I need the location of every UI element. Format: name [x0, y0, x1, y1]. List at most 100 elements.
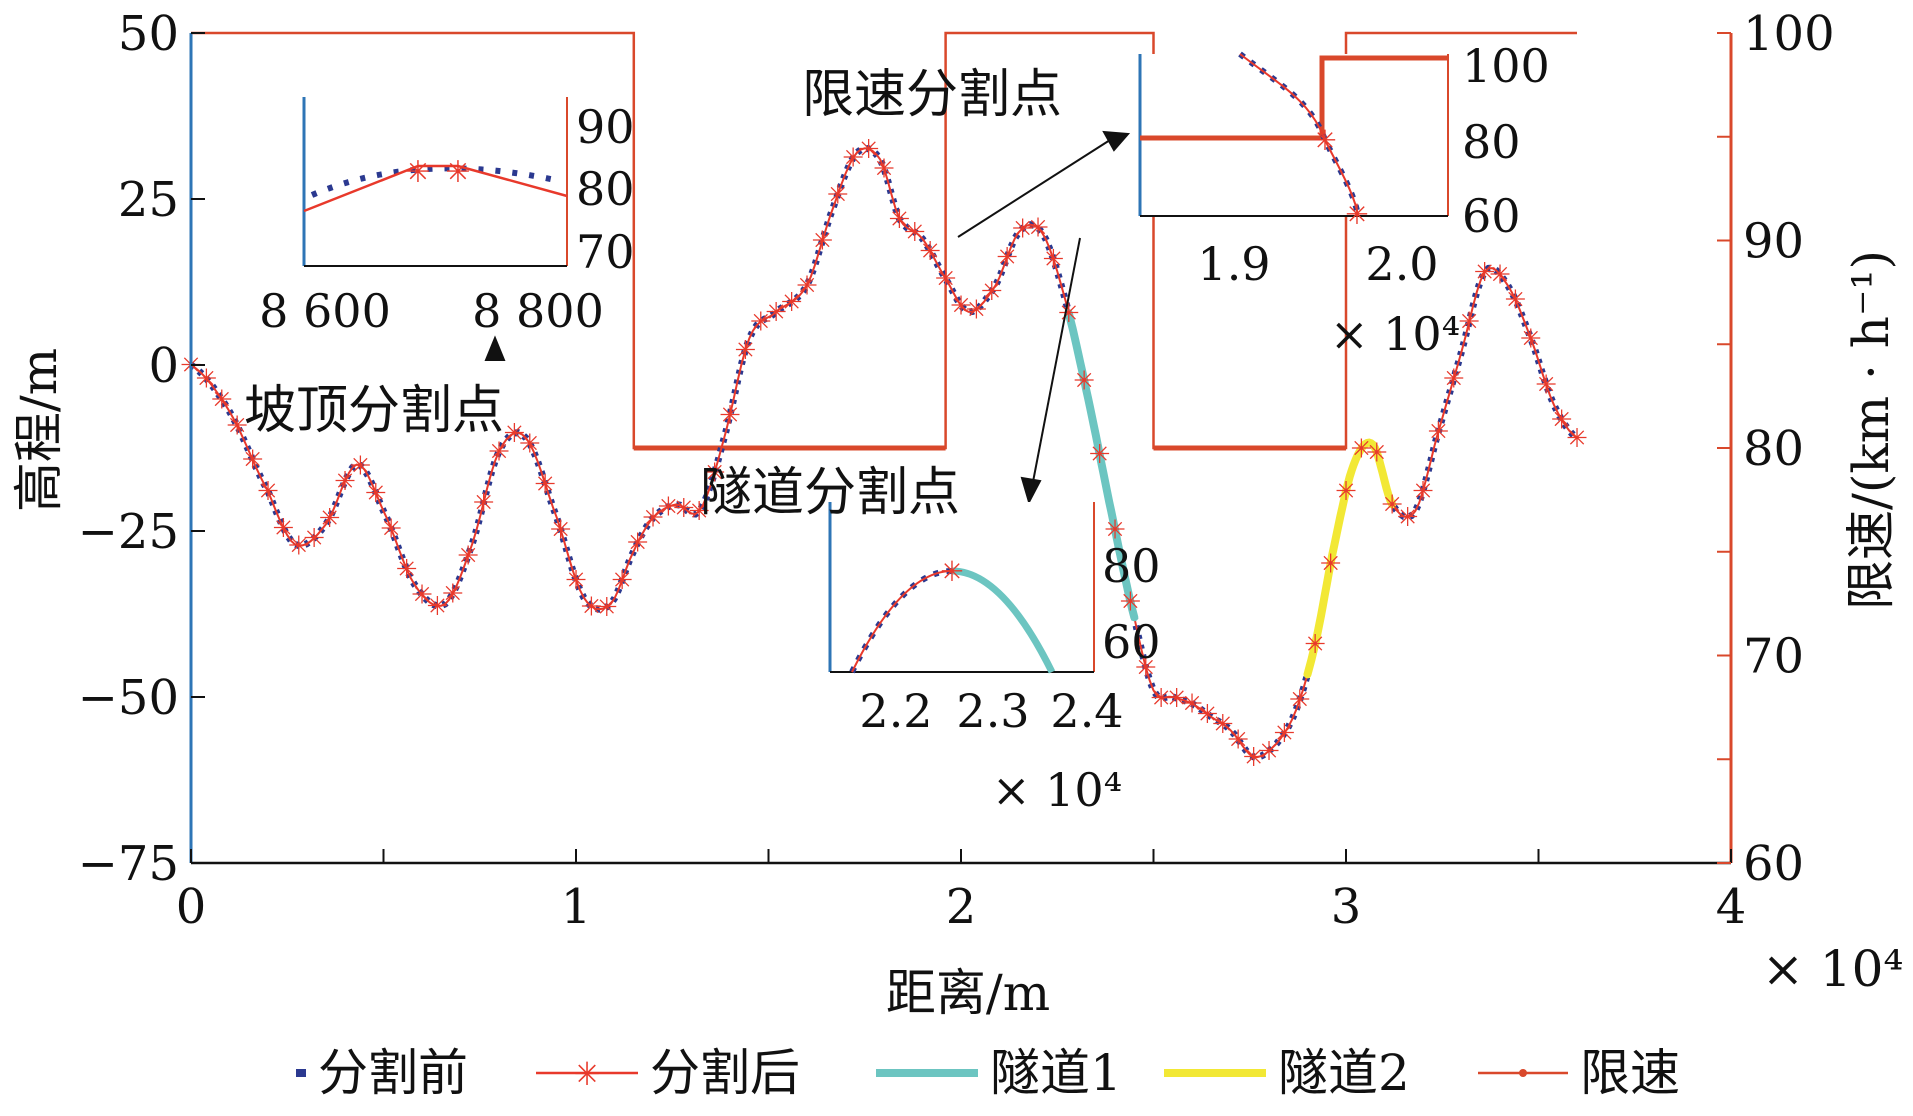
x-axis-multiplier: × 10⁴ [1762, 940, 1903, 998]
series-after-marker: ✳ [350, 451, 372, 481]
y-left-axis-label: 高程/m [10, 348, 68, 512]
annotation-arrows [484, 130, 1131, 505]
series-after-marker: ✳ [1058, 299, 1080, 329]
tunnel-arrow-line [1031, 237, 1081, 488]
series-after-marker: ✳ [473, 489, 495, 519]
series-after-marker: ✳ [457, 541, 479, 571]
series-after-marker: ✳ [1274, 719, 1296, 749]
x-tick-label: 2 [946, 879, 977, 935]
summit-inset: ✳ ✳ 8 600 8 800 90 80 70 [259, 97, 635, 338]
series-after-marker: ✳ [1366, 438, 1388, 468]
series-after-marker: ✳ [1012, 214, 1034, 244]
series-after-marker: ✳ [1351, 435, 1373, 465]
series-after-marker: ✳ [704, 459, 726, 489]
series-after-marker: ✳ [303, 524, 325, 554]
tunnel-inset-background [830, 502, 1094, 672]
series-after-marker: ✳ [611, 566, 633, 596]
legend-swatch-after-star: ✳ [574, 1055, 601, 1093]
series-after-marker: ✳ [1458, 308, 1480, 338]
series-after-marker: ✳ [827, 181, 849, 211]
summit-inset-star-2: ✳ [445, 155, 470, 190]
series-after-marker: ✳ [488, 437, 510, 467]
series-after-marker: ✳ [365, 479, 387, 509]
series-after-marker: ✳ [1551, 406, 1573, 436]
legend-item-tunnel1: 隧道1 [876, 1044, 1122, 1102]
series-after-marker: ✳ [1535, 371, 1557, 401]
speed-annotation: 限速分割点 [802, 65, 1062, 125]
series-after-marker: ✳ [596, 593, 618, 623]
series-after-marker: ✳ [1197, 700, 1219, 730]
summit-inset-dotted-curve [310, 165, 561, 198]
x-tick-label: 0 [176, 879, 207, 935]
series-after-marker: ✳ [334, 467, 356, 497]
series-after-marker: ✳ [950, 292, 972, 322]
legend-label-tunnel1: 隧道1 [990, 1044, 1122, 1102]
series-after-marker: ✳ [904, 218, 926, 248]
series-after-marker: ✳ [550, 516, 572, 546]
y-left-tick-label: −25 [78, 504, 179, 560]
summit-inset-x-tick-2: 8 800 [472, 284, 604, 338]
series-after-marker: ✳ [1212, 710, 1234, 740]
series-after-marker: ✳ [1073, 366, 1095, 396]
x-tick-label: 3 [1331, 879, 1362, 935]
series-after-marker: ✳ [581, 592, 603, 622]
series-after-marker: ✳ [273, 514, 295, 544]
speed-inset: ✳ ✳ 1.9 2.0 × 10⁴ 100 80 60 [1138, 39, 1550, 361]
series-after-marker: ✳ [380, 515, 402, 545]
series-after-marker: ✳ [812, 227, 834, 257]
speed-inset-star-2: ✳ [1345, 198, 1368, 231]
series-after-marker: ✳ [319, 504, 341, 534]
speed-inset-y-tick-2: 80 [1462, 115, 1521, 169]
series-after-marker: ✳ [1043, 245, 1065, 275]
series-after-marker: ✳ [1243, 743, 1265, 773]
x-tick-label: 4 [1716, 879, 1747, 935]
series-after-marker: ✳ [1181, 690, 1203, 720]
tunnel-inset-cyan-curve [951, 567, 1056, 674]
y-right-tick-label: 100 [1743, 6, 1835, 62]
tunnel-inset-x-tick-3: 2.4 [1050, 684, 1123, 738]
series-after-marker: ✳ [1120, 588, 1142, 618]
series-after-marker: ✳ [765, 298, 787, 328]
legend-item-after: ✳ 分割后 [536, 1044, 800, 1102]
series-after-marker: ✳ [719, 401, 741, 431]
series-after-marker: ✳ [1566, 424, 1588, 454]
speed-inset-background [1140, 54, 1448, 216]
series-after-marker: ✳ [919, 237, 941, 267]
summit-arrow-head [484, 335, 506, 361]
tunnel-inset-x-multiplier: × 10⁴ [992, 763, 1122, 817]
series-after-marker: ✳ [858, 135, 880, 165]
y-left-tick-label: −50 [78, 670, 179, 726]
speed-inset-x-tick-1: 1.9 [1197, 237, 1270, 291]
series-after-marker: ✳ [873, 154, 895, 184]
series-after-marker: ✳ [1166, 684, 1188, 714]
legend-swatch-speed-dot [1519, 1069, 1527, 1077]
speed-inset-red-curve [1239, 53, 1359, 217]
speed-limit-layer [191, 31, 1577, 451]
series-after-marker: ✳ [996, 243, 1018, 273]
series-after-marker: ✳ [1428, 417, 1450, 447]
series-after-marker: ✳ [1227, 726, 1249, 756]
speed-inset-x-multiplier: × 10⁴ [1330, 307, 1460, 361]
series-tunnel1-line [1064, 309, 1139, 622]
legend-label-before: 分割前 [318, 1044, 468, 1102]
legend-item-tunnel2: 隧道2 [1164, 1044, 1410, 1102]
legend-item-speed: 限速 [1478, 1044, 1680, 1102]
legend-label-speed: 限速 [1580, 1044, 1680, 1102]
summit-inset-y-tick-3: 70 [576, 225, 635, 279]
series-after-marker: ✳ [1335, 477, 1357, 507]
series-after-marker: ✳ [1505, 286, 1527, 316]
series-after-marker: ✳ [1381, 490, 1403, 520]
series-after-marker: ✳ [257, 477, 279, 507]
summit-inset-y-tick-2: 80 [576, 162, 635, 216]
y-right-tick-label: 90 [1743, 214, 1804, 270]
y-left-tick-label: 25 [118, 172, 179, 228]
series-after-marker: ✳ [935, 265, 957, 295]
speed-inset-y-tick-1: 100 [1462, 39, 1550, 93]
speed-inset-y-tick-3: 60 [1462, 189, 1521, 243]
series-after-marker: ✳ [196, 365, 218, 395]
tunnel-annotation: 隧道分割点 [700, 463, 960, 523]
series-after-marker: ✳ [534, 470, 556, 500]
speed-inset-x-tick-2: 2.0 [1365, 237, 1438, 291]
series-after-marker: ✳ [796, 271, 818, 301]
